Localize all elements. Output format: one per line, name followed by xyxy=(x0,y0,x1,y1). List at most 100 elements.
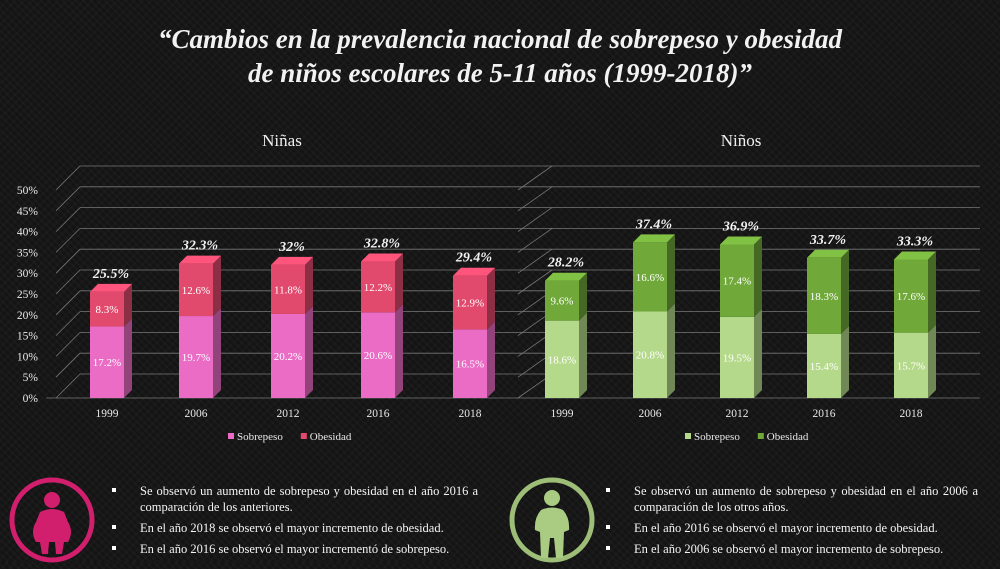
grid-diagonal xyxy=(55,352,81,378)
bar xyxy=(453,275,487,330)
bar-side xyxy=(395,304,403,398)
boys-note-2: En el año 2016 se observó el mayor incre… xyxy=(606,520,978,536)
legend-label: Obesidad xyxy=(767,431,809,443)
girls-notes: Se observó un aumento de sobrepeso y obe… xyxy=(112,483,478,562)
data-label: 20.6% xyxy=(364,350,392,362)
x-tick-label: 2006 xyxy=(639,408,662,420)
legend-label: Sobrepeso xyxy=(237,431,283,443)
grid-diagonal xyxy=(55,207,81,232)
grid-diagonal xyxy=(517,228,553,253)
grid-diagonal xyxy=(55,373,81,399)
bar-side xyxy=(213,255,221,317)
data-label: 18.6% xyxy=(548,354,576,366)
grid-diagonal xyxy=(55,311,81,336)
girl-silhouette-icon xyxy=(8,476,96,564)
bar xyxy=(720,244,754,317)
bar xyxy=(179,316,213,398)
bar-side xyxy=(124,318,132,398)
grid-diagonal xyxy=(55,165,81,191)
x-tick-label: 2016 xyxy=(367,408,390,420)
y-tick-label: 20% xyxy=(17,310,39,322)
girls-note-1: Se observó un aumento de sobrepeso y obe… xyxy=(112,483,478,515)
x-tick-label: 2018 xyxy=(900,408,923,420)
bar-top xyxy=(545,272,587,281)
total-label: 32.3% xyxy=(181,239,218,254)
bar-side xyxy=(667,234,675,312)
bar-side xyxy=(928,324,936,398)
data-label: 19.7% xyxy=(182,352,210,364)
bar-side xyxy=(579,272,587,321)
boys-note-3: En el año 2006 se observó el mayor incre… xyxy=(606,541,978,557)
girls-note-2: En el año 2018 se observó el mayor incre… xyxy=(112,520,478,536)
data-label: 12.9% xyxy=(456,298,484,310)
total-label: 37.4% xyxy=(635,217,672,232)
bar xyxy=(633,242,667,312)
boys-note-1: Se observó un aumento de sobrepeso y obe… xyxy=(606,483,978,515)
total-label: 36.9% xyxy=(722,219,759,234)
total-label: 33.3% xyxy=(896,234,933,249)
bar xyxy=(807,333,841,398)
data-label: 8.3% xyxy=(96,304,119,316)
total-label: 32% xyxy=(278,240,305,255)
girls-note-3: En el año 2016 se observó el mayor incre… xyxy=(112,541,478,557)
x-tick-label: 2018 xyxy=(459,408,482,420)
legend-swatch xyxy=(757,433,764,439)
bar-top xyxy=(90,283,132,292)
bar xyxy=(90,326,124,398)
bar xyxy=(894,332,928,398)
bar-side xyxy=(305,256,313,314)
chart-girls: Niñas 17.2% 8.3% 25.5% 1999 19.7% 12.6% 32.3% 20… xyxy=(90,131,495,443)
bar xyxy=(545,280,579,321)
legend-label: Sobrepeso xyxy=(694,431,740,443)
bar xyxy=(720,316,754,398)
data-label: 12.6% xyxy=(182,285,210,297)
data-label: 20.2% xyxy=(274,351,302,363)
grid-diagonal xyxy=(517,269,553,295)
bar-side xyxy=(579,312,587,398)
legend: Sobrepeso Obesidad xyxy=(685,431,809,443)
bar-side xyxy=(305,305,313,398)
data-label: 18.3% xyxy=(810,291,838,303)
grid-diagonal xyxy=(55,186,81,212)
chart-boys: Niños 18.6% 9.6% 28.2% 1999 20.8% 16.6% 37.4% 20… xyxy=(545,131,936,443)
bar-side xyxy=(841,325,849,398)
grid-diagonal xyxy=(55,332,81,357)
bar xyxy=(633,311,667,398)
y-tick-label: 0% xyxy=(23,393,39,405)
bar-side xyxy=(841,249,849,334)
y-tick-label: 30% xyxy=(17,268,39,280)
data-label: 19.5% xyxy=(723,352,751,364)
bar-side xyxy=(213,308,221,398)
y-tick-label: 10% xyxy=(17,351,39,363)
x-tick-label: 1999 xyxy=(96,408,119,420)
legend-swatch xyxy=(685,433,691,439)
y-tick-label: 50% xyxy=(17,185,39,197)
bar-side xyxy=(124,283,132,327)
legend-label: Obesidad xyxy=(310,431,352,443)
data-label: 20.8% xyxy=(636,350,664,362)
total-label: 33.7% xyxy=(809,233,846,248)
bar-side xyxy=(395,253,403,313)
bar xyxy=(179,263,213,317)
x-tick-label: 2006 xyxy=(185,408,208,420)
x-tick-label: 2012 xyxy=(726,408,749,420)
bar xyxy=(453,329,487,398)
bar-top xyxy=(179,255,221,264)
data-label: 16.6% xyxy=(636,272,664,284)
total-label: 32.8% xyxy=(363,237,400,252)
grid-diagonal xyxy=(55,248,81,274)
chart-title: Niños xyxy=(721,131,762,150)
data-label: 16.5% xyxy=(456,359,484,371)
data-label: 15.4% xyxy=(810,361,838,373)
data-label: 11.8% xyxy=(274,284,302,296)
bar-side xyxy=(754,308,762,398)
grid-diagonal xyxy=(517,207,553,232)
bar xyxy=(271,264,305,314)
bar-top xyxy=(453,267,495,276)
bar xyxy=(271,313,305,398)
grid-diagonal xyxy=(517,165,553,191)
bar xyxy=(807,257,841,334)
x-tick-label: 1999 xyxy=(551,408,574,420)
data-label: 17.4% xyxy=(723,276,751,288)
chart-title: Niñas xyxy=(262,131,302,150)
